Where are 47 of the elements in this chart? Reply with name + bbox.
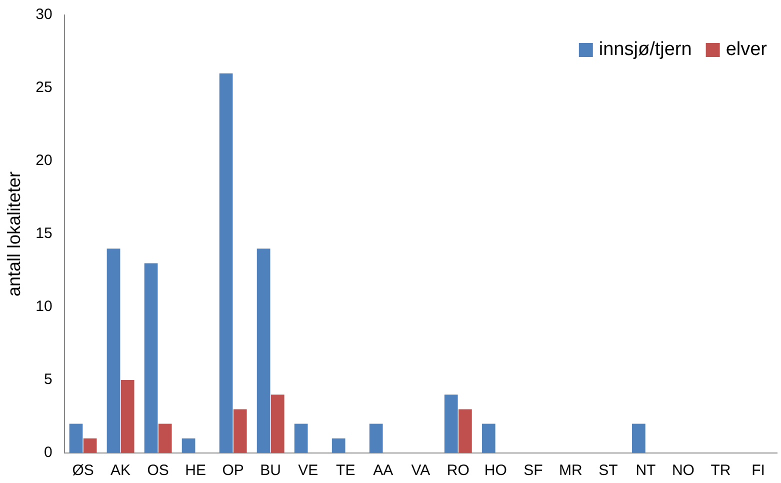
x-tick-label: NT	[636, 462, 656, 480]
x-tick-label: OS	[147, 462, 169, 480]
x-tick-label: HO	[484, 462, 507, 480]
x-tick-label: HE	[185, 462, 206, 480]
x-tick-label: ØS	[72, 462, 94, 480]
bar	[369, 424, 383, 453]
bar	[270, 394, 284, 453]
bar	[233, 409, 247, 453]
x-tick-label: NO	[672, 462, 694, 480]
bar	[158, 424, 172, 453]
y-axis-title: antall lokaliteter	[4, 171, 24, 297]
x-tick-label: MR	[559, 462, 583, 480]
x-tick-label: VE	[298, 462, 318, 480]
bar	[632, 424, 646, 453]
y-tick-label: 5	[44, 371, 52, 388]
x-tick-label: AA	[373, 462, 394, 480]
legend-label: innsjø/tjern	[598, 39, 692, 60]
x-tick-label: FI	[752, 462, 765, 480]
bar	[332, 438, 346, 453]
x-tick-label: OP	[222, 462, 244, 480]
x-tick-label: AK	[110, 462, 131, 480]
bar	[458, 409, 472, 453]
x-tick-label: RO	[446, 462, 470, 480]
bar	[256, 248, 270, 453]
y-tick-label: 0	[44, 444, 52, 462]
x-tick-label: TR	[710, 462, 731, 480]
bar	[294, 424, 308, 453]
bar	[219, 73, 233, 453]
y-tick-label: 15	[36, 225, 52, 242]
y-tick-label: 10	[36, 298, 52, 316]
bar	[182, 438, 196, 453]
bar	[69, 424, 83, 453]
y-tick-label: 30	[36, 6, 52, 24]
bar	[144, 263, 158, 453]
legend-label: elver	[726, 39, 768, 60]
bar	[120, 380, 134, 453]
bar	[83, 438, 97, 453]
bar	[482, 424, 496, 453]
y-tick-label: 25	[36, 79, 52, 96]
x-tick-label: TE	[336, 462, 356, 480]
bar	[106, 248, 120, 453]
bar	[444, 394, 458, 453]
x-tick-label: ST	[598, 462, 618, 480]
y-tick-label: 20	[36, 152, 52, 170]
x-tick-label: VA	[411, 462, 430, 480]
x-tick-label: BU	[260, 462, 282, 480]
x-tick-label: SF	[524, 462, 543, 480]
